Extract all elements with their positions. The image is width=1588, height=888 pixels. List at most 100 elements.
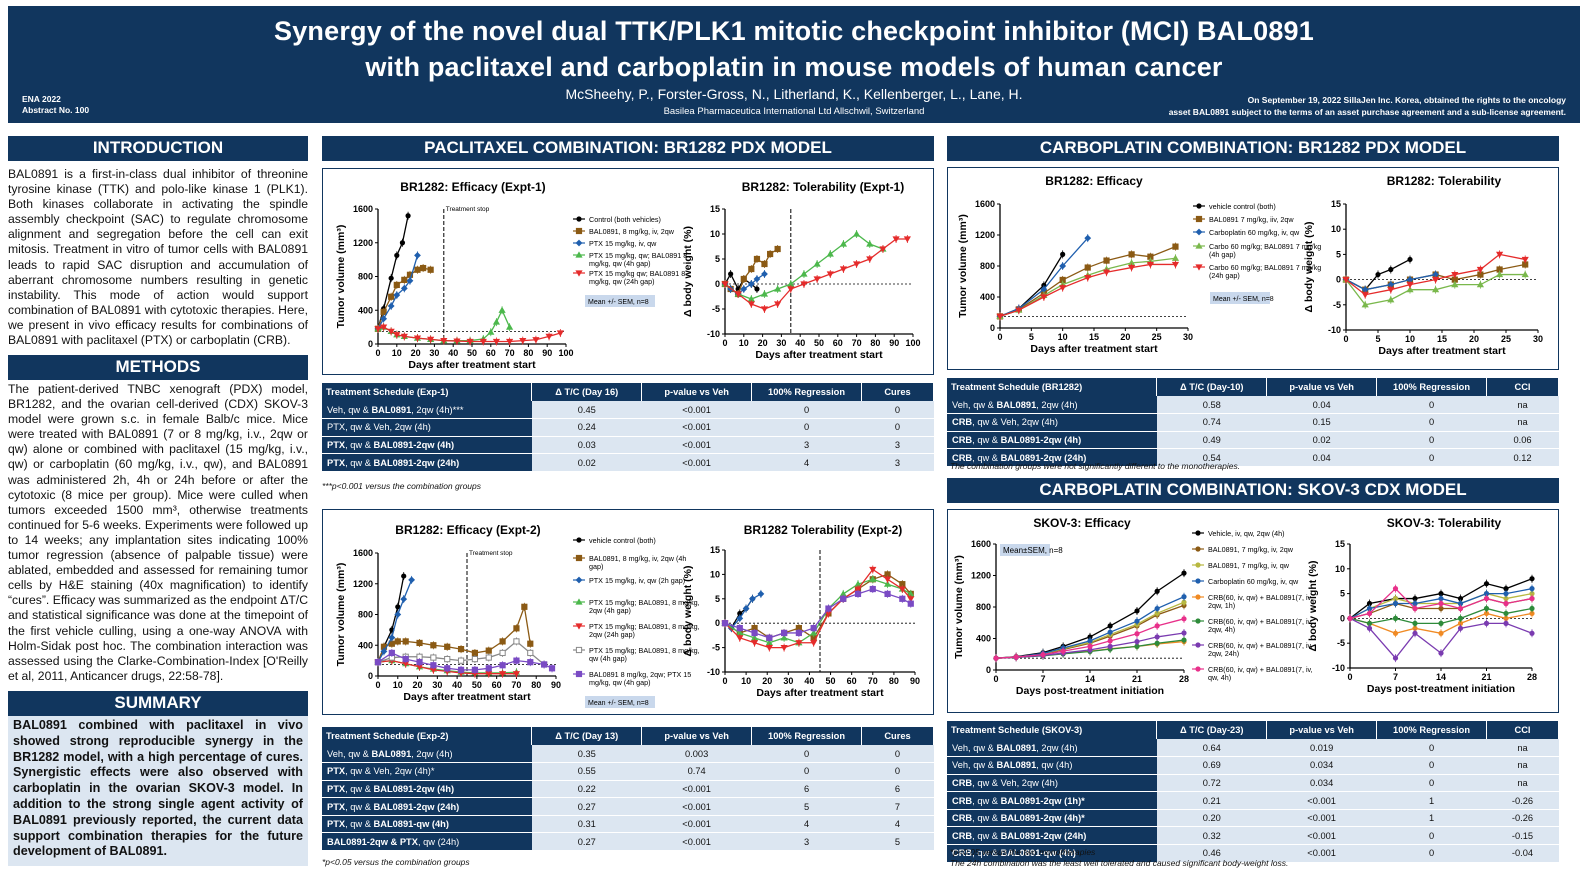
table-row: Veh, qw & BAL0891, 2qw (4h) 0.58 0.04 0 na <box>947 396 1559 415</box>
data-point <box>521 603 528 610</box>
data-point <box>527 649 534 657</box>
data-point <box>813 260 821 267</box>
table-cell: 0.04 <box>1266 396 1377 415</box>
data-point <box>506 338 514 346</box>
data-point <box>736 635 744 642</box>
column-header: Treatment Schedule (SKOV-3) <box>947 721 1158 739</box>
data-point <box>444 665 451 672</box>
series-line <box>377 604 531 663</box>
y-tick-label: 10 <box>710 229 720 239</box>
data-point <box>380 308 387 316</box>
x-tick-label: 30 <box>1533 334 1543 344</box>
series <box>1342 250 1529 299</box>
skov-tolerability-chart: SKOV-3: Tolerability 0 7 14 21 28 -10 -5 0 5 10 15 D… <box>1307 516 1537 695</box>
legend-label: BAL0891, 7 mg/kg, iv, 2qw <box>1208 545 1294 554</box>
data-point <box>394 252 400 259</box>
data-point <box>575 239 583 247</box>
sem-note: Mean±SEM, n=8 <box>1003 546 1063 555</box>
x-axis-label: Days after treatment start <box>403 691 531 703</box>
data-point <box>541 661 548 668</box>
ptx2-efficacy-chart: BR1282: Efficacy (Expt-2) 0 10 20 30 40 50 60 70… <box>335 523 561 703</box>
data-point <box>826 271 834 278</box>
x-tick-label: 80 <box>870 338 880 348</box>
data-point <box>787 280 795 287</box>
data-point <box>1146 261 1154 269</box>
data-point <box>869 575 877 582</box>
data-point <box>781 629 788 637</box>
ptx1-tolerability-chart: BR1282: Tolerability (Expt-1)0 10 20 30 40 50… <box>682 180 921 361</box>
table-row: CRB, qw & BAL0891-2qw (24h) 0.32 <0.001 0 -0… <box>947 826 1559 846</box>
column-header: Δ T/C (Day 13) <box>531 727 643 745</box>
legend-label: 2qw, 4h) <box>1208 625 1235 634</box>
table-cell: 0.49 <box>1156 431 1267 450</box>
x-tick-label: 0 <box>1343 334 1348 344</box>
data-point <box>1196 203 1202 209</box>
legend-label: vehicle control (both) <box>589 536 656 545</box>
data-point <box>1476 266 1484 274</box>
sem-note-box <box>1210 292 1270 304</box>
legend-label: PTX 15 mg/kg; BAL0891, 8 mg/kg, <box>589 598 700 607</box>
data-point <box>575 623 583 630</box>
data-point <box>1496 251 1504 258</box>
table-cell: -0.26 <box>1486 809 1559 828</box>
legend-label: (24h gap) <box>1209 271 1240 280</box>
table-cell: 7 <box>861 797 934 816</box>
legend-label: CRB(60, iv, qw) + BAL0891(7, iv, <box>1208 665 1313 674</box>
data-point <box>854 590 862 598</box>
data-point <box>1181 616 1187 622</box>
table-row: CRB, qw & BAL0891-2qw (4h) 0.49 0.02 0 0.06 <box>947 431 1559 450</box>
data-point <box>413 335 422 342</box>
table-cell: <0.001 <box>641 453 752 472</box>
data-point <box>1195 215 1203 223</box>
x-tick-label: 21 <box>1481 672 1491 682</box>
table-cell: 4 <box>751 815 862 834</box>
row-label: Veh, qw & BAL0891, 2qw (4h) <box>947 739 1157 758</box>
data-point <box>513 638 520 645</box>
y-tick-label: 0 <box>368 671 373 681</box>
table-row: CRB, qw & BAL0891-qw (4h) 0.46 <0.001 0 -0.0… <box>947 844 1559 863</box>
table-cell: 0.72 <box>1156 774 1267 793</box>
data-point <box>813 276 821 283</box>
table-row: CRB, qw & Veh, 2qw (4h) 0.72 0.034 0 na <box>947 774 1559 793</box>
rights-notice: On September 19, 2022 SillaJen Inc. Kore… <box>1046 94 1566 118</box>
data-point <box>485 654 492 661</box>
data-point <box>1503 610 1509 617</box>
treatment-stop-label: Treatment stop <box>446 206 490 213</box>
legend-label: qw (4h gap) <box>589 654 627 663</box>
table-cell: 0 <box>751 745 862 764</box>
data-point <box>754 286 760 292</box>
data-point <box>492 338 501 346</box>
table-header-row: Treatment Schedule (Exp-1) Δ T/C (Day 16)… <box>322 383 934 401</box>
data-point <box>387 328 395 335</box>
x-tick-label: 10 <box>392 348 402 358</box>
data-point <box>400 333 408 341</box>
legend-label: Carboplatin 60 mg/kg, iv, qw <box>1209 228 1300 237</box>
legend-label: Control (both vehicles) <box>589 215 661 224</box>
table-cell: 0.03 <box>531 436 642 455</box>
data-point <box>1154 605 1160 612</box>
data-point <box>1195 264 1203 271</box>
legend-label: Carbo 60 mg/kg; BAL0891 7 mg/kg <box>1209 242 1321 251</box>
crb-legend: vehicle control (both) BAL0891 7 mg/kg, i… <box>1193 202 1321 304</box>
x-tick-label: 10 <box>1058 332 1068 342</box>
data-point <box>1171 261 1180 269</box>
x-tick-label: 10 <box>1405 334 1415 344</box>
series <box>721 230 887 303</box>
x-axis-label: Days post-treatment initiation <box>1367 683 1515 695</box>
chart-title: BR1282: Efficacy <box>1045 174 1143 188</box>
data-point <box>907 590 915 597</box>
skov-note2: The 24h combination was the least well t… <box>950 858 1289 868</box>
x-tick-label: 50 <box>826 676 836 686</box>
legend-label: PTX 15 mg/kg, qw; BAL0891 8 <box>589 251 687 260</box>
x-tick-label: 100 <box>905 338 920 348</box>
data-point <box>576 216 582 222</box>
table-cell: 0.27 <box>531 832 642 852</box>
ena-label: ENA 2022 <box>22 94 61 104</box>
data-point <box>1013 654 1019 660</box>
column-header: CCI <box>1486 721 1559 739</box>
row-label: CRB, qw & BAL0891-2qw (1h)* <box>947 791 1157 810</box>
skov-note1: *p<0.05 versus the two monotherapies <box>950 847 1096 857</box>
data-point <box>457 645 465 653</box>
legend-label: PTX 15 mg/kg, iv, qw (2h gap) <box>589 576 685 585</box>
data-point <box>575 670 583 678</box>
